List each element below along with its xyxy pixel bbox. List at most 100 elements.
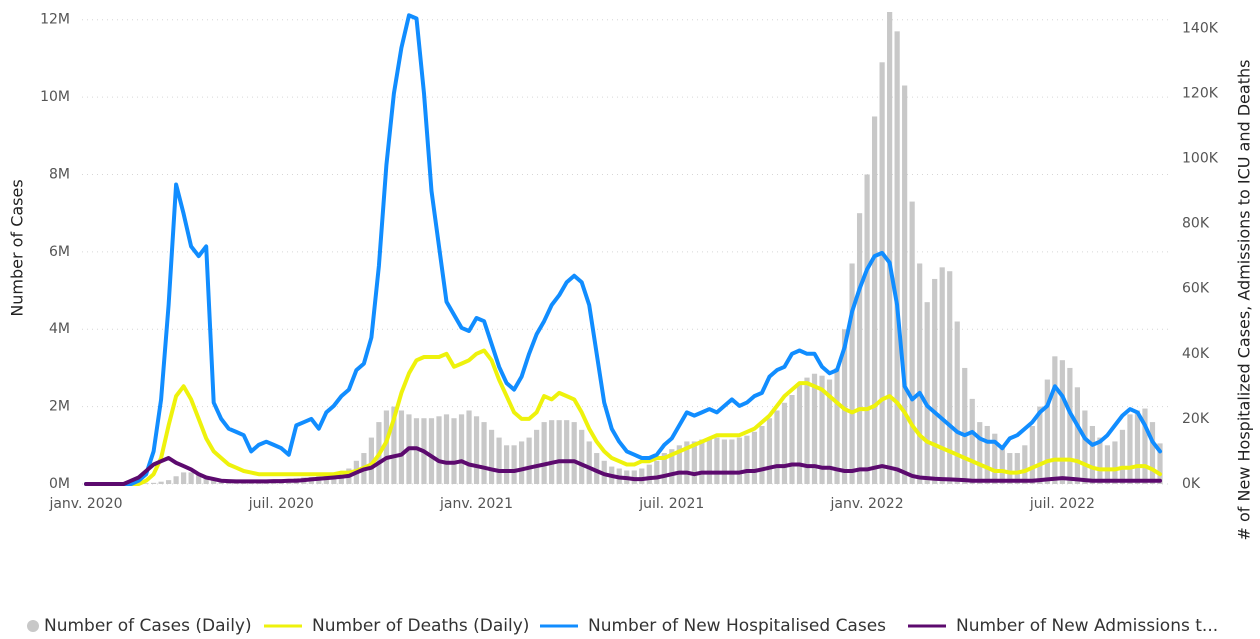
bar: [1142, 408, 1148, 484]
y-tick-label: 4M: [49, 321, 70, 337]
bar: [939, 267, 945, 484]
bar: [954, 321, 960, 484]
bar: [879, 62, 885, 485]
bar: [496, 437, 502, 484]
legend-label: Number of New Admissions t...: [956, 616, 1218, 636]
legend: Number of Cases (Daily) Number of Deaths …: [27, 616, 1218, 636]
bar: [676, 445, 682, 484]
bar: [203, 476, 209, 484]
y2-axis-title: # of New Hospitalized Cases, Admissions …: [1235, 60, 1254, 541]
bar: [706, 437, 712, 484]
bar: [796, 383, 803, 484]
y2-tick-label: 60K: [1182, 281, 1210, 297]
bar: [736, 437, 743, 484]
legend-label: Number of Deaths (Daily): [312, 616, 529, 636]
bar: [834, 367, 840, 484]
bar: [1022, 445, 1028, 484]
bar: [451, 418, 457, 484]
bar: [669, 449, 675, 484]
bar: [166, 480, 172, 484]
bar: [811, 373, 818, 484]
bar: [534, 429, 540, 484]
x-tick-label: janv. 2021: [439, 496, 513, 512]
bar: [969, 398, 975, 484]
x-tick-label: janv. 2022: [830, 496, 904, 512]
bar: [1074, 387, 1080, 484]
bar: [571, 422, 577, 484]
y2-tick-label: 40K: [1182, 346, 1210, 362]
bar: [481, 422, 487, 484]
bar: [977, 422, 983, 484]
bar: [503, 445, 510, 484]
bar: [684, 441, 690, 484]
bar: [1119, 429, 1126, 484]
bar: [849, 263, 855, 484]
bar: [789, 395, 795, 484]
y2-tick-label: 0K: [1182, 476, 1201, 492]
bar: [909, 201, 915, 484]
bar: [1029, 425, 1035, 484]
bar: [436, 416, 442, 484]
y-axis-title: Number of Cases: [8, 179, 27, 316]
bar: [150, 482, 157, 484]
x-tick-label: juil. 2022: [1029, 496, 1095, 512]
bar: [458, 414, 465, 484]
bar: [1097, 437, 1103, 484]
x-tick-label: juil. 2020: [248, 496, 314, 512]
bar: [1059, 360, 1065, 484]
bar: [1014, 453, 1020, 484]
bar: [541, 422, 547, 484]
bar: [924, 302, 930, 484]
bar: [1044, 379, 1050, 484]
bar: [699, 439, 705, 484]
bar: [1134, 410, 1141, 484]
bar: [368, 437, 374, 484]
bar: [759, 425, 765, 484]
x-tick-label: janv. 2020: [48, 496, 122, 512]
bar: [196, 474, 202, 484]
bar: [932, 278, 938, 484]
bar: [819, 375, 825, 484]
bar: [586, 441, 592, 484]
y-tick-label: 8M: [49, 166, 70, 182]
bar: [721, 439, 727, 484]
bar: [188, 472, 194, 484]
bar: [992, 433, 998, 484]
bar: [556, 420, 562, 484]
bar: [1112, 441, 1118, 484]
bar: [744, 435, 750, 484]
bar: [917, 263, 923, 484]
bar: [594, 453, 600, 484]
bar: [173, 476, 179, 484]
bar: [443, 414, 450, 484]
bar: [887, 12, 893, 484]
bar: [872, 116, 878, 484]
bar: [391, 406, 397, 484]
bar: [1127, 414, 1133, 484]
line: [84, 348, 1162, 486]
bar: [1104, 445, 1111, 484]
bar: [984, 425, 990, 484]
y-tick-label: 0M: [49, 476, 70, 492]
legend-label: Number of New Hospitalised Cases: [588, 616, 886, 636]
bar: [488, 429, 495, 484]
bar: [1067, 367, 1073, 484]
bar: [428, 418, 435, 484]
bar: [564, 420, 570, 484]
bar: [579, 429, 585, 484]
y-tick-label: 6M: [49, 244, 70, 260]
bar: [661, 453, 667, 484]
bar: [894, 31, 900, 484]
bar: [864, 174, 870, 484]
bar: [181, 472, 187, 484]
legend-label: Number of Cases (Daily): [44, 616, 252, 636]
bar: [526, 437, 532, 484]
bar: [158, 481, 164, 484]
bar: [519, 441, 525, 484]
bar: [947, 271, 953, 484]
y-tick-label: 2M: [49, 399, 70, 415]
bar: [804, 377, 810, 484]
bar: [473, 416, 480, 484]
bar: [826, 379, 833, 484]
bar: [729, 439, 735, 484]
